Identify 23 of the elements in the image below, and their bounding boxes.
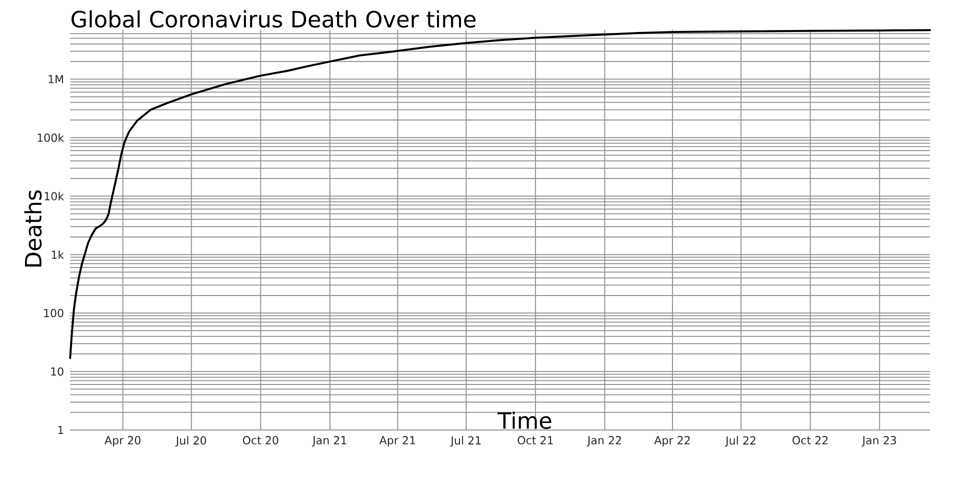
y-tick-label: 1M: [48, 75, 64, 84]
x-tick-label: Jan 21: [312, 436, 346, 446]
x-tick-label: Jul 20: [175, 436, 206, 447]
x-tick-label: Apr 22: [654, 436, 690, 447]
x-tick-label: Oct 22: [792, 436, 828, 444]
y-tick-label: 100: [44, 308, 64, 318]
y-tick-label: 10: [51, 367, 64, 376]
line-series: [69, 29, 932, 360]
x-tick-label: Oct 21: [518, 436, 553, 444]
x-tick-label: Oct 20: [242, 436, 278, 444]
x-tick-label: Jul 22: [724, 436, 756, 447]
x-tick-label: Jul 21: [450, 436, 481, 447]
y-axis-title: Deaths: [24, 190, 42, 267]
y-tick-label: 1: [58, 426, 64, 434]
y-tick-label: 1k: [52, 250, 64, 259]
chart-title: Global Coronavirus Death Over time: [72, 10, 476, 28]
x-tick-label: Jan 23: [862, 436, 896, 446]
x-tick-label: Jan 22: [586, 436, 621, 446]
y-tick-label: 100k: [38, 133, 64, 142]
x-axis-title: Time: [498, 412, 552, 429]
y-tick-label: 10k: [44, 192, 64, 200]
x-tick-label: Apr 21: [379, 436, 416, 447]
x-tick-label: Apr 20: [104, 436, 140, 447]
